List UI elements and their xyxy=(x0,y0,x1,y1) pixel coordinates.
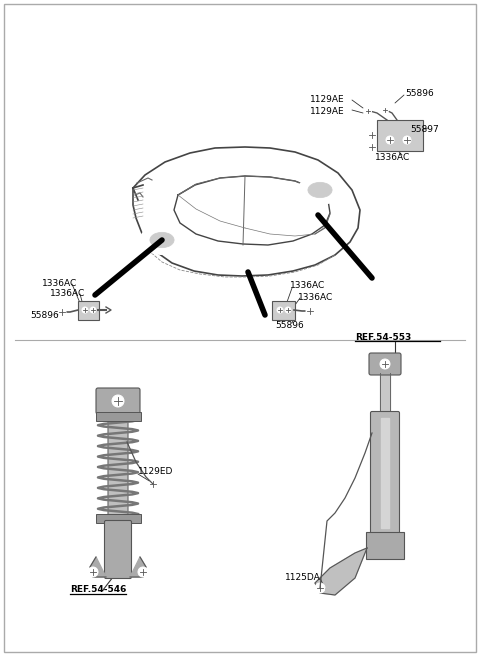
Circle shape xyxy=(285,307,291,313)
Text: 55897: 55897 xyxy=(410,125,439,134)
FancyBboxPatch shape xyxy=(376,119,422,150)
Text: 1129ED: 1129ED xyxy=(138,468,173,476)
Circle shape xyxy=(364,108,372,115)
Circle shape xyxy=(386,136,394,144)
FancyBboxPatch shape xyxy=(371,411,399,535)
Text: 1336AC: 1336AC xyxy=(290,281,325,291)
Polygon shape xyxy=(174,176,330,245)
Text: 1336AC: 1336AC xyxy=(50,289,85,298)
FancyBboxPatch shape xyxy=(96,388,140,414)
Polygon shape xyxy=(130,557,146,577)
Polygon shape xyxy=(380,373,390,413)
Text: REF.54-546: REF.54-546 xyxy=(70,586,126,594)
Text: 1125DA: 1125DA xyxy=(285,573,321,583)
Text: 1129AE: 1129AE xyxy=(310,96,345,104)
Circle shape xyxy=(58,308,66,316)
Circle shape xyxy=(149,480,157,488)
Text: 1129AE: 1129AE xyxy=(310,106,345,115)
Circle shape xyxy=(315,583,325,593)
Polygon shape xyxy=(90,557,106,577)
Circle shape xyxy=(138,567,148,577)
Ellipse shape xyxy=(298,176,342,204)
FancyBboxPatch shape xyxy=(366,532,404,559)
Polygon shape xyxy=(315,548,367,595)
Circle shape xyxy=(306,307,314,315)
FancyBboxPatch shape xyxy=(369,353,401,375)
Text: 55896: 55896 xyxy=(405,89,434,98)
Text: 1336AC: 1336AC xyxy=(42,279,77,287)
Text: REF.54-553: REF.54-553 xyxy=(355,333,411,342)
FancyBboxPatch shape xyxy=(96,411,141,420)
FancyBboxPatch shape xyxy=(96,514,141,522)
Circle shape xyxy=(112,395,124,407)
FancyBboxPatch shape xyxy=(272,300,295,319)
FancyBboxPatch shape xyxy=(105,520,132,579)
Text: 55896: 55896 xyxy=(30,310,59,319)
Circle shape xyxy=(380,359,390,369)
Ellipse shape xyxy=(140,226,184,255)
Circle shape xyxy=(382,106,388,113)
Polygon shape xyxy=(133,147,360,276)
FancyBboxPatch shape xyxy=(77,300,98,319)
Circle shape xyxy=(82,307,88,313)
Text: 1336AC: 1336AC xyxy=(375,154,410,163)
Ellipse shape xyxy=(308,182,332,197)
Text: 1336AC: 1336AC xyxy=(298,293,333,302)
Circle shape xyxy=(88,567,98,577)
Circle shape xyxy=(277,307,283,313)
Circle shape xyxy=(368,143,376,151)
Text: 55896: 55896 xyxy=(275,321,304,329)
Circle shape xyxy=(403,136,411,144)
Circle shape xyxy=(368,131,376,139)
Ellipse shape xyxy=(150,232,174,248)
Circle shape xyxy=(90,307,96,313)
Polygon shape xyxy=(381,418,389,528)
FancyBboxPatch shape xyxy=(108,416,128,518)
